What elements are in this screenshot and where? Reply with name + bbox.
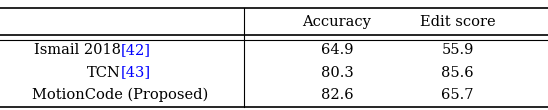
Text: 65.7: 65.7: [441, 88, 474, 102]
Text: TCN: TCN: [87, 66, 121, 80]
Text: Edit score: Edit score: [420, 15, 495, 29]
Text: 85.6: 85.6: [441, 66, 474, 80]
Text: 64.9: 64.9: [321, 43, 353, 57]
Text: 82.6: 82.6: [321, 88, 353, 102]
Text: 55.9: 55.9: [441, 43, 474, 57]
Text: [42]: [42]: [121, 43, 151, 57]
Text: Accuracy: Accuracy: [302, 15, 372, 29]
Text: Ismail 2018: Ismail 2018: [33, 43, 121, 57]
Text: MotionCode (Proposed): MotionCode (Proposed): [32, 88, 209, 102]
Text: [43]: [43]: [121, 66, 151, 80]
Text: 80.3: 80.3: [321, 66, 353, 80]
